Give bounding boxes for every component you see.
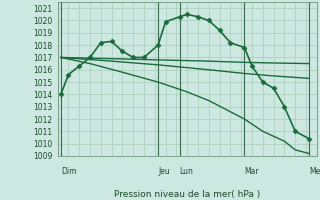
Text: Pression niveau de la mer( hPa ): Pression niveau de la mer( hPa )	[114, 190, 260, 199]
Text: Mar: Mar	[244, 167, 259, 176]
Text: Dim: Dim	[61, 167, 76, 176]
Text: Mer: Mer	[309, 167, 320, 176]
Text: Jeu: Jeu	[158, 167, 170, 176]
Text: Lun: Lun	[180, 167, 194, 176]
